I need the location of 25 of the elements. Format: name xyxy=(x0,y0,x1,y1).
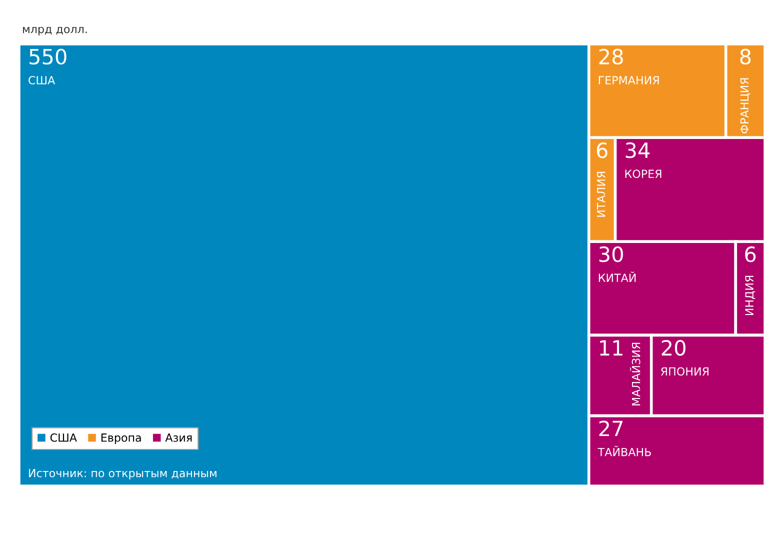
data-label: 6 xyxy=(745,246,756,262)
data-label: 8 xyxy=(740,48,751,65)
data-label: 34 xyxy=(626,142,650,158)
category-label: МАЛАЙЗИЯ xyxy=(630,342,640,406)
legend-label: Европа xyxy=(101,434,141,444)
legend-label: США xyxy=(50,433,77,442)
category-label: ФРАНЦИЯ xyxy=(740,78,750,134)
category-label: ГЕРМАНИЯ xyxy=(598,76,659,84)
category-label: ТАЙВАНЬ xyxy=(598,446,651,456)
data-label: 550 xyxy=(30,48,66,65)
data-label: 27 xyxy=(599,420,623,436)
data-label: 28 xyxy=(599,48,623,65)
data-label: 11 xyxy=(600,340,622,356)
text: млрд долл. xyxy=(23,26,87,36)
data-label: 6 xyxy=(596,142,608,158)
category-label: ЯПОНИЯ xyxy=(661,367,708,376)
category-label: КОРЕЯ xyxy=(625,170,662,178)
data-label: 20 xyxy=(662,340,686,356)
category-label: КИТАЙ xyxy=(598,272,636,282)
category-label: ИНДИЯ xyxy=(745,276,756,316)
text: Источник: по открытым данным xyxy=(29,469,216,480)
category-label: ИТАЛИЯ xyxy=(597,172,606,217)
category-label: США xyxy=(28,76,56,84)
legend-label: Азия xyxy=(165,434,192,442)
data-label: 30 xyxy=(599,246,623,262)
